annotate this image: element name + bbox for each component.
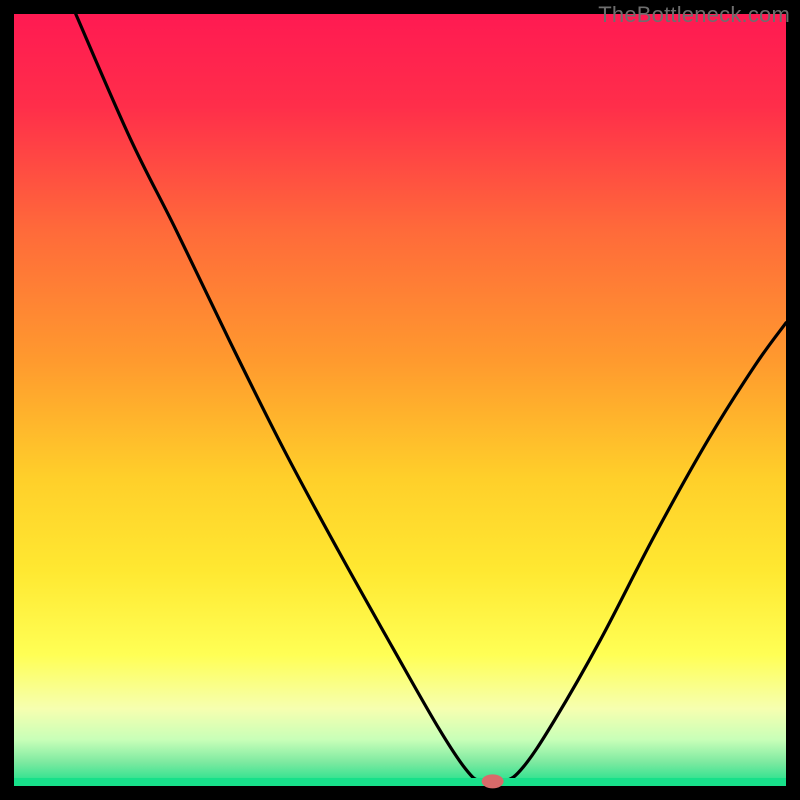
bottleneck-curve-chart bbox=[0, 0, 800, 800]
optimal-point-marker bbox=[482, 774, 504, 788]
source-watermark: TheBottleneck.com bbox=[598, 2, 790, 28]
chart-container: TheBottleneck.com bbox=[0, 0, 800, 800]
gradient-background bbox=[14, 14, 786, 786]
baseline-strip bbox=[14, 778, 786, 786]
